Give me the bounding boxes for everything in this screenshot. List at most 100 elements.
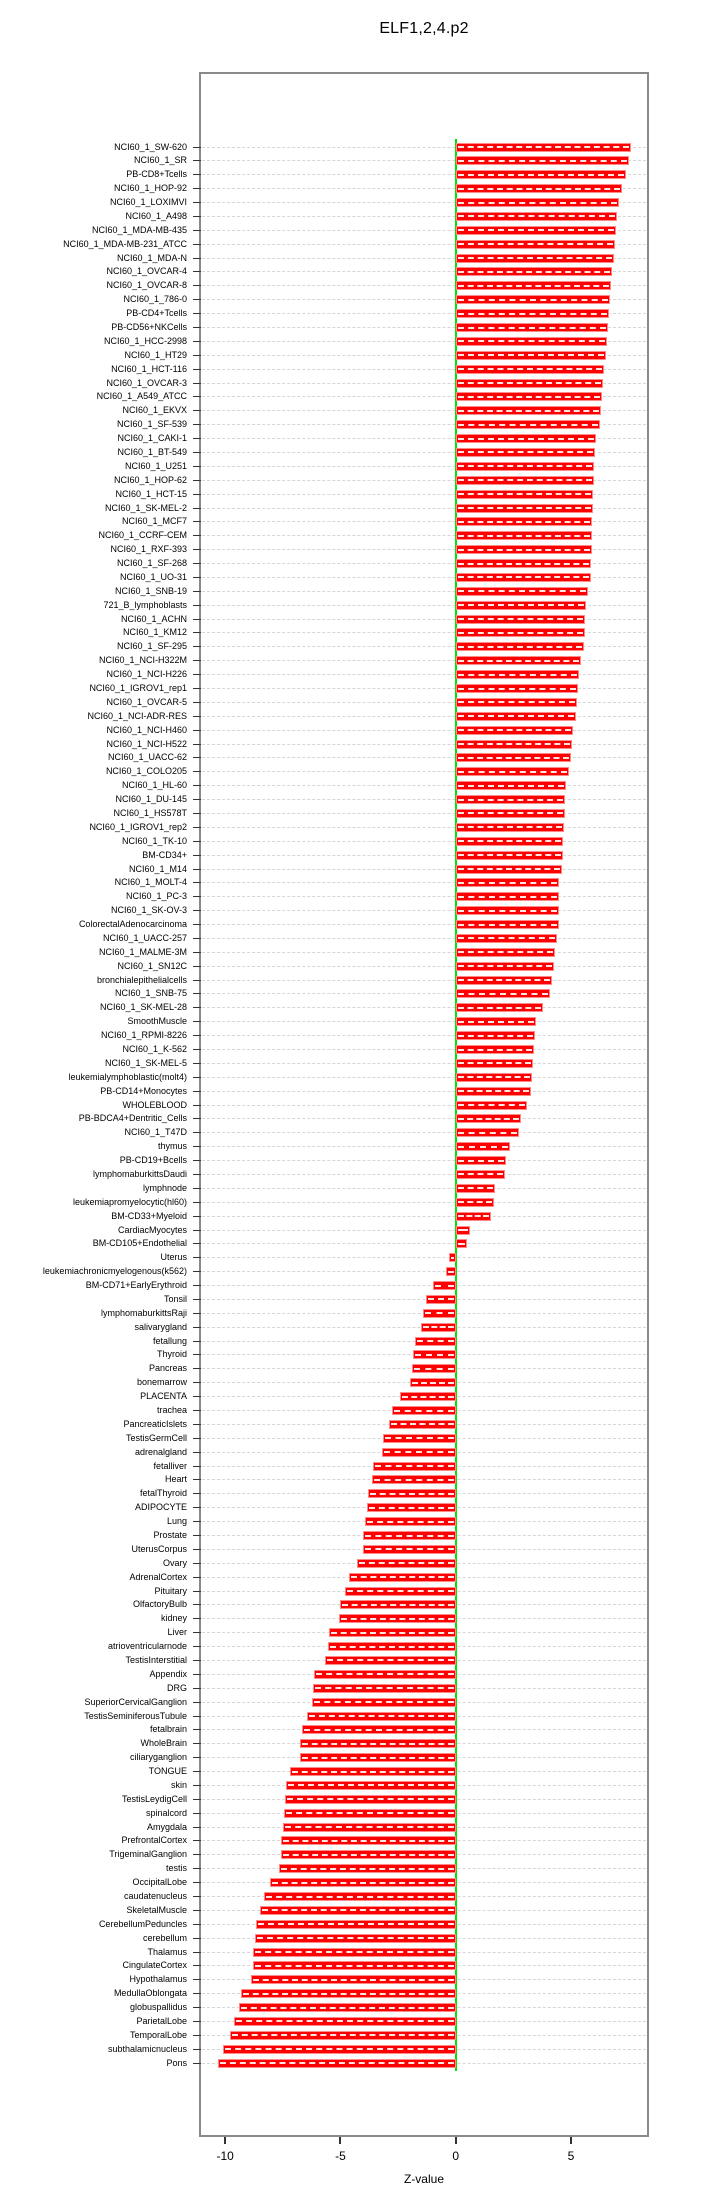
category-label: NCI60_1_SK-MEL-28 (99, 1002, 187, 1013)
category-label: TestisSeminiferousTubule (84, 1710, 187, 1721)
bar (282, 1822, 456, 1832)
gridline (202, 563, 646, 565)
bar (400, 1392, 456, 1402)
category-label: NCI60_1_ACHN (120, 613, 187, 624)
gridline (202, 937, 646, 939)
bar (455, 1197, 494, 1207)
category-label: SkeletalMuscle (126, 1904, 187, 1915)
category-label: NCI60_1_HS578T (113, 807, 187, 818)
category-label: NCI60_1_RXF-393 (110, 544, 187, 555)
y-tick (193, 1465, 201, 1467)
bar (455, 323, 608, 332)
category-label: NCI60_1_A498 (125, 210, 187, 221)
bar (455, 1003, 544, 1013)
category-label: Pons (166, 2057, 187, 2068)
category-label: CingulateCortex (122, 1960, 187, 1971)
bar (392, 1406, 456, 1416)
y-tick (193, 1104, 201, 1106)
y-tick (193, 1909, 201, 1911)
y-tick (193, 160, 201, 162)
category-label: NCI60_1_SK-OV-3 (110, 905, 187, 916)
y-tick (193, 313, 201, 315)
y-tick (193, 257, 201, 259)
gridline (202, 812, 646, 814)
bar (455, 614, 585, 624)
category-label: NCI60_1_HCT-15 (115, 488, 187, 499)
gridline (202, 785, 646, 787)
bar (250, 1975, 456, 1985)
gridline (202, 1062, 646, 1064)
category-label: NCI60_1_BT-549 (117, 446, 187, 457)
bar (455, 600, 586, 610)
category-label: thymus (157, 1141, 187, 1152)
bar (455, 489, 593, 499)
y-tick (193, 1715, 201, 1717)
y-tick (193, 1993, 201, 1995)
bar (286, 1780, 456, 1790)
bar (455, 1169, 506, 1179)
gridline (202, 354, 646, 356)
category-label: NCI60_1_A549_ATCC (96, 391, 187, 402)
bar (455, 434, 597, 444)
y-tick (193, 674, 201, 676)
y-tick (193, 965, 201, 967)
plot-area: NCI60_1_SW-620 NCI60_1_SR PB-CD8+Tcells NCI… (0, 72, 720, 2205)
category-label: BM-CD71+EarlyErythroid (85, 1280, 187, 1291)
y-tick (193, 451, 201, 453)
gridline (202, 674, 646, 676)
bar (415, 1336, 456, 1346)
category-label: SmoothMuscle (127, 1016, 187, 1027)
bar (455, 503, 593, 513)
y-tick (193, 1771, 201, 1773)
y-tick (193, 535, 201, 537)
bar (455, 198, 620, 208)
y-tick (193, 1451, 201, 1453)
y-tick (193, 2048, 201, 2050)
y-tick (193, 1090, 201, 1092)
bar (455, 920, 560, 930)
gridline (202, 896, 646, 898)
y-tick (193, 327, 201, 328)
bar (413, 1350, 456, 1360)
y-tick (193, 188, 201, 190)
category-label: adrenalgland (134, 1446, 187, 1457)
gridline (202, 1257, 646, 1259)
y-tick (193, 1535, 201, 1536)
y-tick (193, 757, 201, 759)
bar (328, 1628, 456, 1638)
bar (455, 1156, 507, 1166)
gridline (202, 313, 646, 315)
plot-border (199, 72, 649, 2137)
category-label: 721_B_lymphoblasts (103, 599, 187, 610)
bar (455, 781, 567, 791)
y-tick (193, 1368, 201, 1370)
y-tick (193, 1521, 201, 1523)
category-label: lymphomaburkittsDaudi (92, 1168, 187, 1179)
bar (327, 1642, 456, 1652)
bar (270, 1878, 456, 1888)
category-label: NCI60_1_SNB-75 (114, 988, 187, 999)
gridline (202, 465, 646, 467)
bar (455, 711, 576, 721)
category-label: Thyroid (156, 1349, 187, 1360)
x-axis-label: Z-value (403, 2172, 444, 2186)
y-tick (193, 1604, 201, 1606)
bar (455, 1058, 533, 1068)
bar (455, 517, 592, 527)
category-label: WholeBrain (140, 1738, 187, 1749)
category-label: leukemiapromyelocytic(hl60) (72, 1196, 187, 1207)
y-tick (193, 285, 201, 287)
category-label: NCI60_1_OVCAR-4 (106, 266, 187, 277)
category-label: NCI60_1_SN12C (117, 960, 187, 971)
gridline (202, 1021, 646, 1023)
y-tick (193, 424, 201, 426)
category-label: fetalThyroid (139, 1488, 187, 1499)
category-label: NCI60_1_NCI-H460 (106, 724, 187, 735)
category-label: NCI60_1_COLO205 (105, 766, 187, 777)
category-label: Uterus (160, 1252, 187, 1263)
y-tick (193, 771, 201, 773)
y-tick (193, 812, 201, 814)
bar (340, 1600, 456, 1610)
bar (455, 531, 592, 541)
